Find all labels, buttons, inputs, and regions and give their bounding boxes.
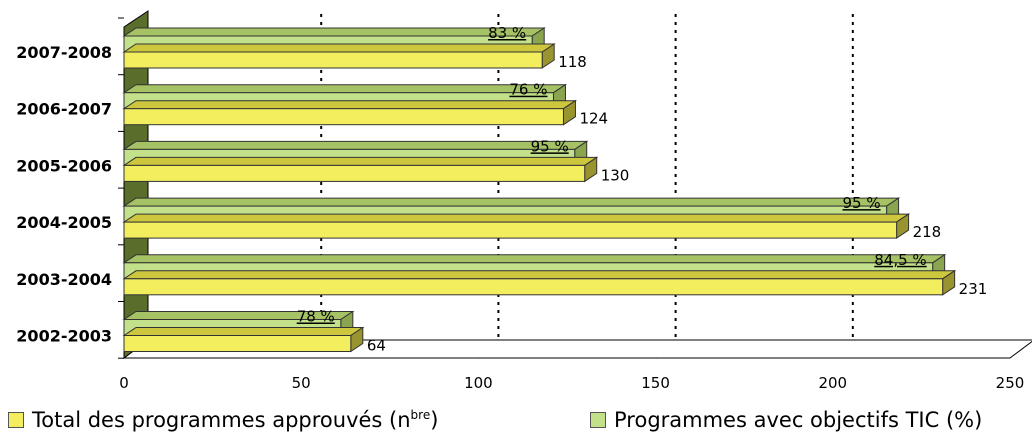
bar-total-2007-2008: [122, 43, 556, 69]
bar-total-2002-2003-top: [122, 327, 365, 336]
bar-total-2004-2005-face: [123, 221, 898, 239]
x-axis-tick-labels: 0 50 100 150 200 250: [119, 374, 1024, 392]
bar-total-2003-2004-top: [122, 270, 957, 280]
data-labels: 64 78 % 231 84,5 % 218 95 % 130 95 % 124 76 % 118 8…: [297, 24, 988, 355]
legend: Total des programmes approuvés (nbre) Pr…: [0, 400, 1032, 444]
category-label-2005-2006: 2005-2006: [16, 156, 112, 175]
bar-tic-2003-2004-top: [122, 254, 947, 264]
bars: [122, 27, 957, 353]
bar-total-2007-2008-face: [123, 51, 543, 69]
bar-total-2005-2006: [122, 156, 599, 183]
data-label-tic-2007-2008: 83 %: [488, 24, 526, 42]
legend-swatch-green: [590, 412, 606, 428]
data-label-total-2004-2005: 218: [913, 223, 942, 241]
legend-label-tic: Programmes avec objectifs TIC (%): [614, 408, 983, 432]
bar-total-2006-2007-top: [122, 100, 578, 110]
category-label-2004-2005: 2004-2005: [16, 213, 112, 232]
legend-swatch-yellow: [8, 412, 24, 428]
category-label-2002-2003: 2002-2003: [16, 327, 112, 346]
x-tick-label-200: 200: [818, 374, 847, 392]
legend-item-tic: Programmes avec objectifs TIC (%): [590, 408, 982, 432]
bar-total-2007-2008-top: [122, 43, 556, 53]
data-label-tic-2006-2007: 76 %: [509, 81, 547, 99]
category-label-2006-2007: 2006-2007: [16, 100, 112, 119]
legend-item-total: Total des programmes approuvés (nbre): [8, 408, 438, 432]
category-label-2007-2008: 2007-2008: [16, 43, 112, 62]
bar-chart: 64 78 % 231 84,5 % 218 95 % 130 95 % 124 76 % 118 8…: [16, 10, 1032, 392]
data-label-tic-2003-2004: 84,5 %: [874, 251, 926, 269]
bar-total-2004-2005: [122, 213, 911, 240]
bar-total-2006-2007-face: [123, 108, 564, 126]
bar-total-2003-2004-face: [123, 278, 944, 296]
bar-total-2003-2004: [122, 269, 957, 296]
data-label-tic-2005-2006: 95 %: [531, 137, 569, 155]
bar-total-2004-2005-top: [122, 213, 911, 223]
data-label-total-2002-2003: 64: [367, 337, 386, 355]
bar-tic-2005-2006-top: [122, 140, 589, 150]
bar-total-2002-2003: [122, 326, 365, 353]
data-label-total-2003-2004: 231: [959, 280, 988, 298]
bar-tic-2004-2005-top: [122, 197, 901, 207]
category-label-2003-2004: 2003-2004: [16, 270, 112, 289]
x-tick-label-50: 50: [292, 374, 311, 392]
data-label-total-2005-2006: 130: [601, 166, 630, 184]
bar-total-2005-2006-face: [123, 164, 586, 182]
x-tick-label-0: 0: [119, 374, 129, 392]
bar-tic-2006-2007-top: [122, 84, 568, 94]
data-label-tic-2004-2005: 95 %: [842, 194, 880, 212]
x-tick-label-150: 150: [641, 374, 670, 392]
bar-total-2006-2007: [122, 99, 578, 126]
data-label-total-2006-2007: 124: [579, 110, 608, 128]
x-tick-label-250: 250: [996, 374, 1025, 392]
bar-total-2002-2003-face: [123, 335, 352, 352]
data-label-total-2007-2008: 118: [558, 53, 587, 71]
x-tick-label-100: 100: [464, 374, 493, 392]
category-labels: 2002-2003 2003-2004 2004-2005 2005-2006 2006…: [16, 43, 112, 346]
bar-tic-2007-2008-top: [122, 27, 546, 37]
legend-label-total: Total des programmes approuvés (nbre): [32, 408, 439, 432]
data-label-tic-2002-2003: 78 %: [297, 308, 335, 326]
bar-total-2005-2006-top: [122, 156, 599, 166]
